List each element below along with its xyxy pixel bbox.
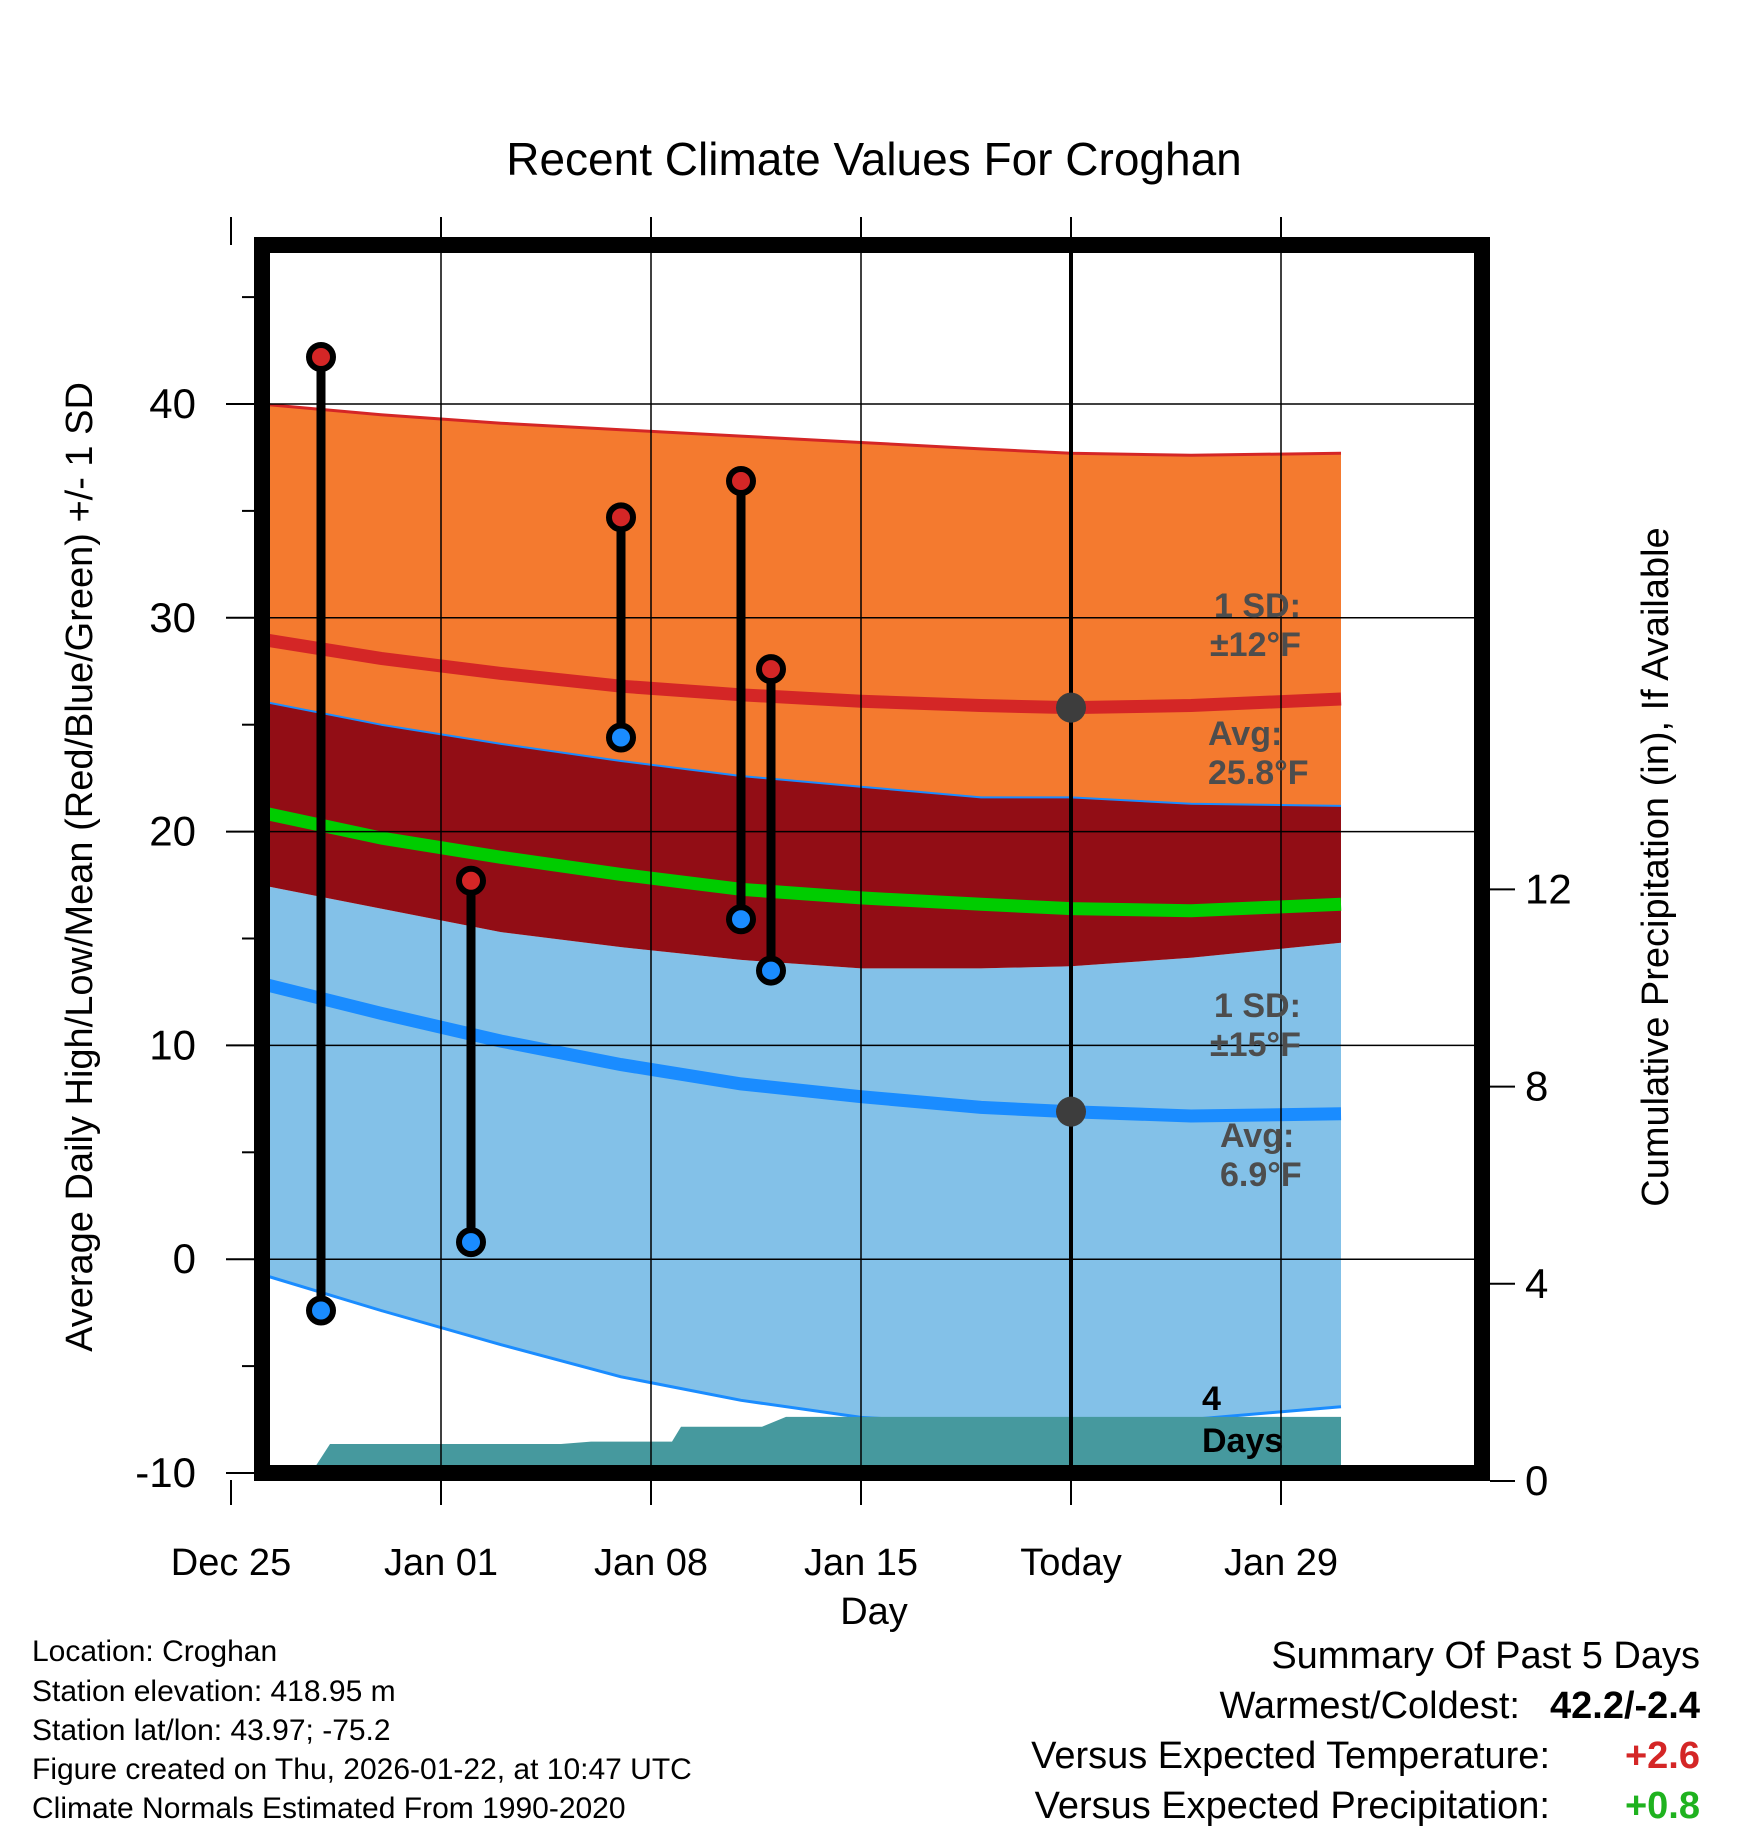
- plot-inner: [262, 245, 1482, 1473]
- x-tick-label: Today: [1020, 1542, 1121, 1584]
- days-label: Days: [1202, 1422, 1283, 1460]
- temp-vs-expected-value: +2.6: [1624, 1735, 1700, 1777]
- high-avg-value: 25.8°F: [1208, 754, 1309, 792]
- warmest-coldest-value: 42.2/-2.4: [1550, 1685, 1700, 1727]
- observed-low-marker: [456, 1227, 486, 1258]
- chart-title: Recent Climate Values For Croghan: [506, 133, 1241, 185]
- y2-axis-label: Cumulative Precipitation (in), If Availa…: [1635, 527, 1677, 1206]
- info-location: Location: Croghan: [32, 1635, 278, 1668]
- info-normals: Climate Normals Estimated From 1990-2020: [32, 1792, 626, 1825]
- summary-temperature: Versus Expected Temperature: +2.6: [1031, 1737, 1700, 1775]
- today-low-avg-dot: [1056, 1096, 1086, 1127]
- info-latlon: Station lat/lon: 43.97; -75.2: [32, 1714, 391, 1747]
- warmest-coldest-label: Warmest/Coldest:: [1219, 1685, 1520, 1727]
- high-sd-value: ±12°F: [1210, 626, 1301, 664]
- summary-precipitation: Versus Expected Precipitation: +0.8: [1035, 1787, 1700, 1825]
- summary-warmest-coldest: Warmest/Coldest: 42.2/-2.4: [1219, 1687, 1700, 1725]
- low-mean-line: [262, 976, 1342, 1123]
- precipitation-area: [311, 1416, 1341, 1473]
- low-sd-value: ±15°F: [1210, 1026, 1301, 1064]
- y-tick-label: 20: [149, 808, 196, 855]
- precip-vs-expected-value: +0.8: [1624, 1785, 1700, 1827]
- y-tick-label: -10: [135, 1449, 196, 1496]
- observed-high-marker: [456, 865, 486, 896]
- high-sd-label: 1 SD:: [1214, 587, 1301, 625]
- today-high-avg-dot: [1056, 692, 1086, 723]
- y2-tick-label: 12: [1525, 865, 1572, 912]
- observed-high-marker: [606, 502, 636, 533]
- low-sd-label: 1 SD:: [1214, 987, 1301, 1025]
- summary-title: Summary Of Past 5 Days: [1271, 1637, 1700, 1675]
- observed-high-marker: [306, 341, 336, 372]
- low-avg-label: Avg:: [1220, 1117, 1294, 1155]
- y2-tick-label: 4: [1525, 1260, 1548, 1307]
- observed-high-marker: [726, 465, 756, 496]
- y-tick-label: 10: [149, 1021, 196, 1068]
- observed-high-marker: [756, 654, 786, 685]
- x-tick-label: Jan 15: [804, 1542, 918, 1584]
- x-tick-label: Jan 08: [594, 1542, 708, 1584]
- y2-tick-label: 8: [1525, 1063, 1548, 1110]
- observed-low-marker: [726, 904, 756, 935]
- info-elevation: Station elevation: 418.95 m: [32, 1675, 396, 1708]
- y-tick-label: 30: [149, 594, 196, 641]
- low-avg-value: 6.9°F: [1220, 1156, 1302, 1194]
- info-created: Figure created on Thu, 2026-01-22, at 10…: [32, 1753, 692, 1786]
- y-tick-label: 40: [149, 380, 196, 427]
- observed-low-marker: [306, 1295, 336, 1326]
- temp-vs-expected-label: Versus Expected Temperature:: [1031, 1735, 1550, 1777]
- precip-vs-expected-label: Versus Expected Precipitation:: [1034, 1785, 1550, 1827]
- y-tick-label: 0: [173, 1235, 196, 1282]
- high-upper-edge: [262, 402, 1342, 457]
- high-avg-label: Avg:: [1208, 715, 1282, 753]
- y-axis-label: Average Daily High/Low/Mean (Red/Blue/Gr…: [59, 382, 101, 1352]
- y2-tick-label: 0: [1525, 1457, 1548, 1504]
- observed-low-marker: [606, 722, 636, 753]
- days-count: 4: [1202, 1380, 1221, 1418]
- x-axis-label: Day: [840, 1591, 908, 1633]
- x-tick-label: Dec 25: [171, 1542, 291, 1584]
- x-tick-label: Jan 01: [384, 1542, 498, 1584]
- summary-title-text: Summary Of Past 5 Days: [1271, 1635, 1700, 1677]
- x-tick-label: Jan 29: [1224, 1542, 1338, 1584]
- observed-low-marker: [756, 955, 786, 986]
- plot-frame: [254, 237, 1490, 1481]
